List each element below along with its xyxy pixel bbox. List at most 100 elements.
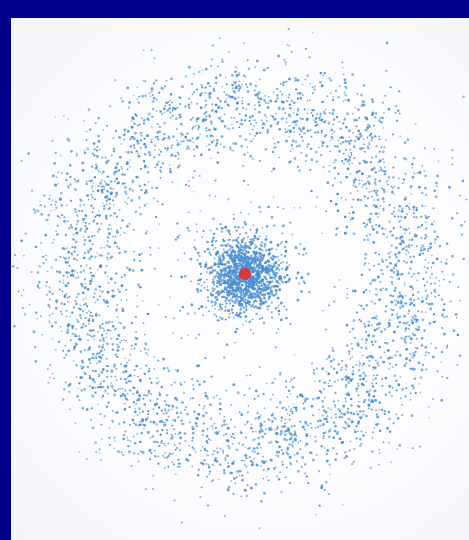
electron-dot bbox=[45, 258, 48, 261]
electron-dot bbox=[208, 96, 212, 99]
electron-dot bbox=[222, 295, 226, 299]
electron-dot bbox=[126, 392, 129, 395]
electron-dot bbox=[375, 287, 378, 291]
electron-dot bbox=[344, 427, 347, 430]
electron-dot bbox=[237, 290, 240, 293]
electron-dot bbox=[246, 90, 250, 93]
electron-dot bbox=[209, 417, 213, 420]
electron-dot bbox=[90, 329, 93, 332]
electron-dot bbox=[373, 366, 377, 370]
electron-dot bbox=[271, 381, 274, 385]
electron-dot bbox=[43, 205, 46, 208]
electron-dot bbox=[73, 250, 76, 253]
electron-dot bbox=[390, 394, 393, 397]
electron-dot bbox=[49, 298, 51, 301]
electron-dot bbox=[366, 238, 370, 242]
electron-dot bbox=[250, 266, 254, 270]
electron-dot bbox=[240, 118, 243, 122]
electron-dot bbox=[218, 430, 221, 433]
electron-dot bbox=[138, 393, 141, 396]
electron-dot bbox=[231, 289, 234, 292]
electron-dot bbox=[232, 142, 235, 145]
electron-dot bbox=[360, 93, 363, 97]
electron-dot bbox=[112, 137, 115, 140]
electron-dot bbox=[424, 354, 427, 357]
electron-dot bbox=[287, 96, 290, 99]
electron-dot bbox=[86, 333, 89, 336]
electron-dot bbox=[176, 128, 178, 130]
electron-dot bbox=[120, 167, 123, 170]
electron-dot bbox=[182, 422, 185, 425]
electron-dot bbox=[272, 137, 275, 140]
electron-dot bbox=[424, 345, 428, 349]
electron-dot bbox=[224, 318, 227, 321]
electron-dot bbox=[269, 281, 272, 284]
electron-dot bbox=[252, 306, 256, 309]
electron-dot bbox=[333, 300, 336, 303]
electron-dot bbox=[101, 156, 104, 159]
electron-dot bbox=[267, 96, 270, 98]
electron-dot bbox=[255, 289, 259, 292]
electron-dot bbox=[168, 107, 171, 110]
electron-dot bbox=[211, 425, 214, 428]
electron-dot bbox=[362, 362, 366, 365]
electron-dot bbox=[244, 249, 248, 253]
electron-dot bbox=[372, 394, 376, 398]
electron-dot bbox=[414, 346, 417, 349]
electron-dot bbox=[365, 205, 368, 208]
electron-dot bbox=[256, 96, 259, 99]
electron-dot bbox=[396, 269, 399, 272]
electron-dot bbox=[156, 138, 160, 141]
electron-dot bbox=[396, 315, 399, 318]
electron-dot bbox=[54, 200, 58, 204]
electron-dot bbox=[232, 90, 236, 93]
electron-dot bbox=[241, 444, 244, 446]
electron-dot bbox=[325, 133, 328, 136]
electron-dot bbox=[246, 299, 249, 302]
electron-dot bbox=[155, 98, 158, 101]
electron-dot bbox=[367, 147, 370, 150]
electron-dot bbox=[321, 144, 324, 148]
electron-dot bbox=[246, 302, 249, 304]
electron-dot bbox=[272, 393, 274, 396]
electron-dot bbox=[48, 320, 51, 323]
electron-dot bbox=[300, 276, 304, 280]
electron-dot bbox=[287, 278, 291, 282]
electron-dot bbox=[225, 389, 228, 392]
electron-dot bbox=[424, 237, 427, 240]
electron-dot bbox=[217, 262, 220, 265]
electron-dot bbox=[100, 423, 103, 426]
electron-dot bbox=[133, 258, 136, 262]
electron-dot bbox=[375, 317, 378, 320]
electron-dot bbox=[261, 126, 264, 129]
electron-dot bbox=[113, 447, 115, 449]
electron-dot bbox=[156, 397, 159, 401]
electron-dot bbox=[350, 152, 353, 154]
electron-dot bbox=[21, 294, 23, 297]
electron-dot bbox=[218, 280, 221, 283]
electron-dot bbox=[328, 77, 331, 80]
electron-dot bbox=[252, 137, 255, 140]
electron-dot bbox=[171, 408, 174, 411]
electron-dot bbox=[89, 267, 92, 270]
electron-dot bbox=[392, 166, 395, 169]
electron-dot bbox=[274, 307, 278, 310]
electron-dot bbox=[128, 268, 132, 272]
electron-dot bbox=[122, 421, 126, 424]
electron-dot bbox=[150, 90, 153, 93]
electron-dot bbox=[113, 171, 117, 174]
electron-dot bbox=[286, 267, 289, 270]
electron-dot bbox=[284, 131, 287, 134]
electron-dot bbox=[93, 154, 96, 157]
electron-dot bbox=[416, 279, 418, 282]
electron-dot bbox=[260, 499, 263, 503]
electron-dot bbox=[201, 434, 204, 436]
electron-dot bbox=[276, 425, 279, 428]
electron-dot bbox=[209, 134, 213, 138]
electron-dot bbox=[109, 105, 112, 108]
electron-dot bbox=[322, 166, 325, 169]
electron-dot bbox=[349, 192, 352, 195]
electron-dot bbox=[279, 401, 282, 404]
electron-dot bbox=[366, 126, 369, 130]
